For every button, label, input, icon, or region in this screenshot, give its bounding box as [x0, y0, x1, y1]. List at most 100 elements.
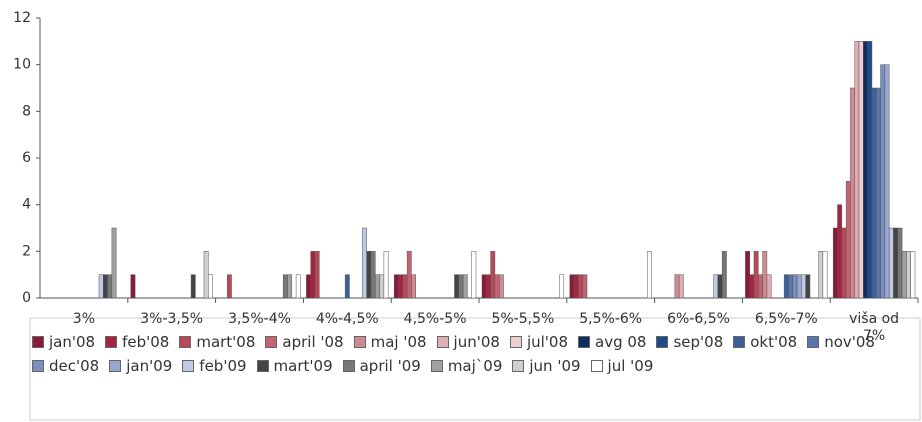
bar [362, 227, 367, 299]
legend: jan'08 feb'08 mart'08 april '08 maj '08 jun'0… [32, 330, 922, 378]
y-tick-label: 8 [22, 103, 31, 119]
bar [569, 274, 575, 299]
legend-label: feb'08 [122, 333, 170, 351]
legend-label: jul '09 [607, 357, 654, 375]
legend-label: jan'09 [126, 357, 173, 375]
bar [462, 274, 468, 299]
bar [306, 274, 311, 299]
bar [788, 274, 794, 299]
bar [481, 274, 487, 299]
bar [411, 274, 416, 299]
bar [208, 274, 213, 299]
bar [314, 251, 320, 299]
bar [282, 274, 288, 299]
bar [801, 274, 806, 299]
bar [226, 274, 232, 299]
legend-swatch [109, 360, 122, 372]
bar [375, 274, 380, 299]
legend-swatch [807, 336, 820, 348]
legend-item: april '08 [265, 330, 344, 354]
bar [287, 274, 293, 299]
bar [753, 251, 759, 299]
bar [871, 87, 877, 299]
legend-swatch [353, 336, 366, 348]
legend-label: april '08 [282, 333, 344, 351]
legend-label: mart'09 [273, 357, 333, 375]
bar [893, 227, 899, 299]
legend-swatch [256, 360, 269, 372]
legend-border [29, 317, 921, 421]
bar [295, 274, 301, 299]
bar [805, 274, 811, 299]
bar [454, 274, 460, 299]
legend-item: april '09 [342, 354, 421, 378]
legend-label: jun '09 [529, 357, 581, 375]
bar [111, 227, 117, 299]
bar [721, 251, 727, 299]
bar [796, 274, 802, 299]
bar [578, 274, 583, 299]
bar [884, 64, 890, 299]
legend-swatch [265, 336, 278, 348]
x-tick-label: 6,5%-7% [754, 311, 818, 327]
bar [559, 274, 565, 299]
legend-label: avg 08 [595, 333, 647, 351]
legend-item: jun '09 [512, 354, 581, 378]
legend-swatch [733, 336, 746, 348]
bar [841, 227, 847, 299]
bar [573, 274, 579, 299]
legend-label: feb'09 [199, 357, 247, 375]
bar [783, 274, 789, 299]
legend-item: jan'09 [109, 354, 172, 378]
legend-item: avg 08 [578, 330, 646, 354]
bar [906, 251, 911, 299]
bar [758, 274, 763, 299]
legend-swatch [32, 336, 44, 348]
bar [402, 274, 408, 299]
legend-item: jun'08 [436, 330, 500, 354]
legend-swatch [590, 360, 603, 372]
legend-item: feb'08 [105, 330, 169, 354]
bar [647, 251, 652, 299]
bar [344, 274, 350, 299]
legend-swatch [182, 360, 195, 372]
bar [888, 227, 894, 299]
bar [366, 251, 372, 299]
legend-item: okt'08 [733, 330, 797, 354]
bar [486, 274, 491, 299]
x-tick-label: 3,5%-4% [228, 311, 291, 327]
bar [310, 251, 316, 299]
legend-label: sep'08 [673, 333, 724, 351]
x-tick-label: 4%-4,5% [315, 311, 379, 327]
bar [745, 251, 750, 299]
legend-item: jul '09 [590, 354, 654, 378]
bar [393, 274, 399, 299]
bar [858, 41, 864, 299]
y-tick-label: 2 [22, 243, 31, 259]
legend-label: jun'08 [453, 333, 500, 351]
legend-label: dec'08 [49, 357, 100, 375]
bar [103, 274, 108, 299]
bar [130, 274, 136, 299]
y-tick-label: 6 [22, 150, 31, 166]
x-tick-label: 3%-3,5% [140, 311, 204, 327]
legend-swatch [105, 336, 118, 348]
bar [458, 274, 464, 299]
bar [494, 274, 500, 299]
bar [203, 251, 209, 299]
bar [867, 41, 873, 299]
bar [749, 274, 755, 299]
x-tick-label: 5%-5,5% [491, 311, 555, 327]
y-tick-label: 0 [22, 290, 31, 306]
bar [863, 41, 868, 299]
x-tick-label: 6%-6,5% [667, 311, 730, 327]
bar [190, 274, 196, 299]
bar [854, 41, 860, 299]
bar [876, 87, 881, 299]
bar [498, 274, 504, 299]
bar [98, 274, 104, 299]
legend-item: nov'08 [807, 330, 875, 354]
legend-swatch [512, 360, 525, 372]
bar [766, 274, 772, 299]
legend-swatch [436, 336, 449, 348]
